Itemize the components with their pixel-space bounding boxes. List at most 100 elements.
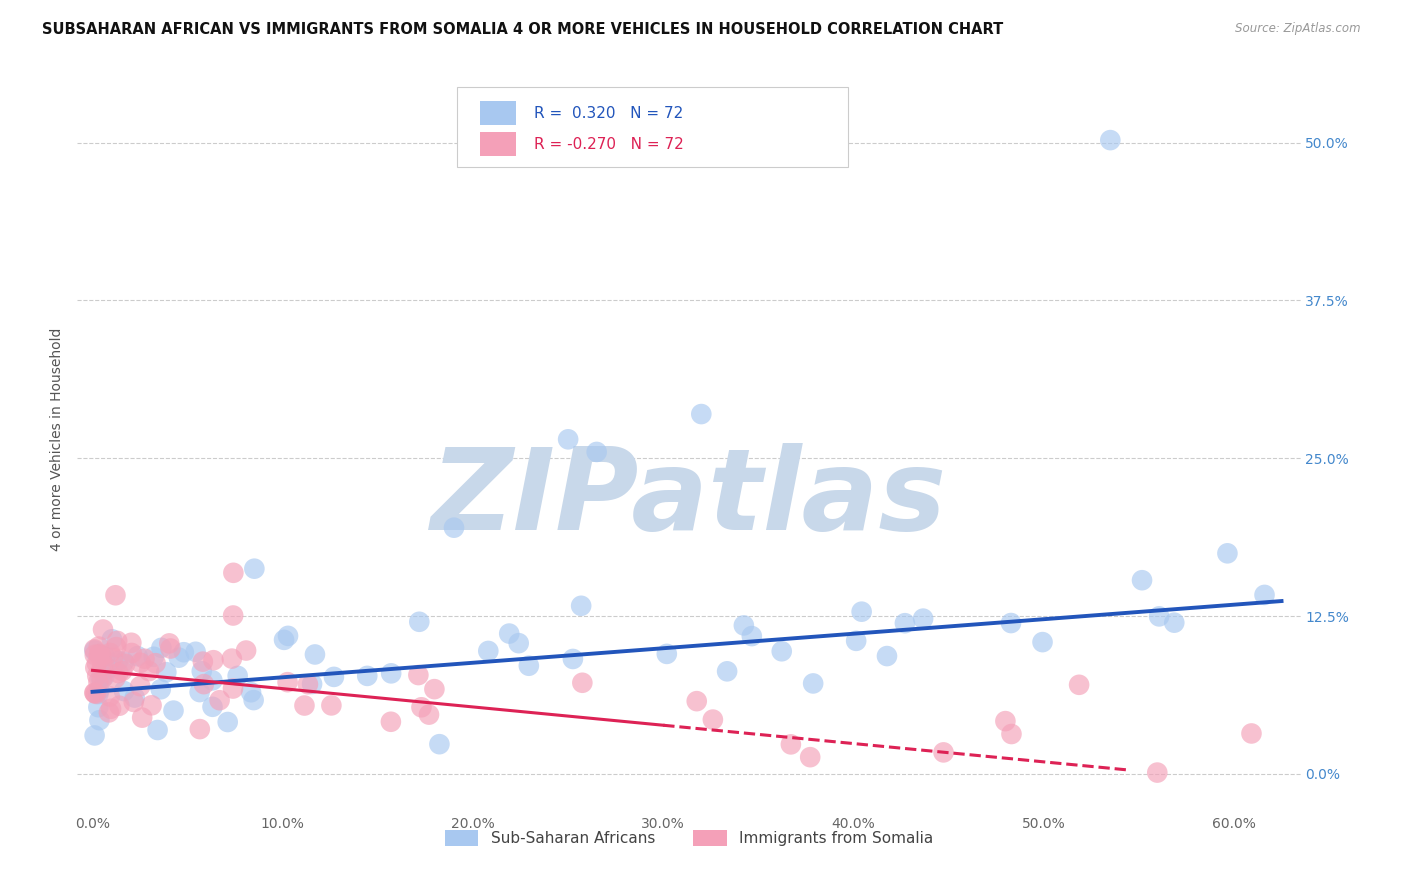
Point (1069, 678, 1091, 692)
Point (83, 643, 105, 657)
Point (127, 649, 149, 664)
Point (240, 685, 263, 699)
Point (87, 648, 110, 663)
Point (141, 698, 163, 713)
Point (100, 702, 122, 716)
Point (122, 695, 145, 709)
Point (142, 649, 165, 664)
Text: SUBSAHARAN AFRICAN VS IMMIGRANTS FROM SOMALIA 4 OR MORE VEHICLES IN HOUSEHOLD CO: SUBSAHARAN AFRICAN VS IMMIGRANTS FROM SO… (42, 22, 1004, 37)
Point (191, 664, 214, 678)
Point (89, 647, 111, 661)
Point (90, 671, 112, 685)
Point (1216, 546, 1239, 560)
Point (517, 658, 540, 673)
Point (380, 666, 402, 681)
Point (138, 664, 160, 678)
Point (98, 646, 121, 660)
Point (408, 668, 430, 682)
Point (162, 704, 184, 718)
Point (322, 670, 344, 684)
Point (894, 616, 917, 631)
Point (235, 643, 257, 657)
Point (188, 722, 211, 736)
Point (120, 636, 142, 650)
Point (134, 651, 156, 665)
Point (686, 694, 709, 708)
Point (273, 632, 295, 647)
Point (799, 750, 821, 764)
Point (1253, 588, 1275, 602)
Point (173, 645, 195, 659)
Point (243, 562, 266, 576)
Point (294, 698, 316, 713)
Point (91, 672, 114, 686)
Point (733, 618, 755, 632)
Point (571, 675, 593, 690)
Point (242, 693, 264, 707)
Point (1130, 573, 1153, 587)
Point (508, 636, 530, 650)
Point (277, 675, 299, 690)
Point (124, 690, 146, 705)
Point (1240, 726, 1263, 740)
Point (304, 648, 326, 662)
Text: Source: ZipAtlas.com: Source: ZipAtlas.com (1236, 22, 1361, 36)
Point (477, 644, 499, 658)
Point (83, 686, 105, 700)
Point (101, 632, 124, 647)
Point (105, 640, 128, 654)
Point (876, 649, 898, 664)
Point (184, 645, 207, 659)
Point (222, 608, 245, 623)
Point (201, 673, 224, 688)
Point (101, 650, 124, 665)
Point (222, 681, 245, 696)
Point (146, 723, 169, 737)
Point (585, 445, 607, 459)
Point (297, 677, 319, 691)
Point (105, 633, 128, 648)
Point (408, 615, 430, 629)
Point (557, 433, 579, 447)
FancyBboxPatch shape (479, 101, 516, 125)
Point (87, 674, 110, 689)
Point (112, 655, 135, 669)
Point (167, 650, 190, 665)
Point (912, 612, 935, 626)
Point (188, 685, 211, 699)
Point (145, 656, 167, 670)
Point (98, 690, 121, 704)
Point (411, 700, 433, 714)
Point (84, 660, 107, 674)
Point (86, 668, 108, 682)
Point (770, 644, 793, 658)
Point (851, 605, 873, 619)
Point (277, 629, 299, 643)
Point (423, 682, 446, 697)
Point (690, 407, 713, 421)
Point (155, 665, 177, 680)
Point (89, 713, 111, 727)
Point (86, 657, 108, 671)
Point (208, 693, 231, 707)
Point (91, 658, 114, 673)
Point (321, 698, 343, 713)
Point (104, 588, 127, 602)
Point (149, 682, 172, 697)
Point (89, 682, 111, 697)
Point (221, 651, 243, 665)
FancyBboxPatch shape (457, 87, 848, 168)
Point (112, 684, 135, 698)
Point (932, 745, 955, 759)
Point (84, 687, 107, 701)
Point (97, 706, 120, 720)
Point (1000, 727, 1022, 741)
Point (131, 711, 153, 725)
Y-axis label: 4 or more Vehicles in Household: 4 or more Vehicles in Household (51, 327, 65, 551)
Point (157, 636, 180, 650)
Point (845, 633, 868, 648)
Point (201, 699, 224, 714)
Point (87, 640, 110, 654)
Point (121, 646, 143, 660)
Point (93, 669, 115, 683)
